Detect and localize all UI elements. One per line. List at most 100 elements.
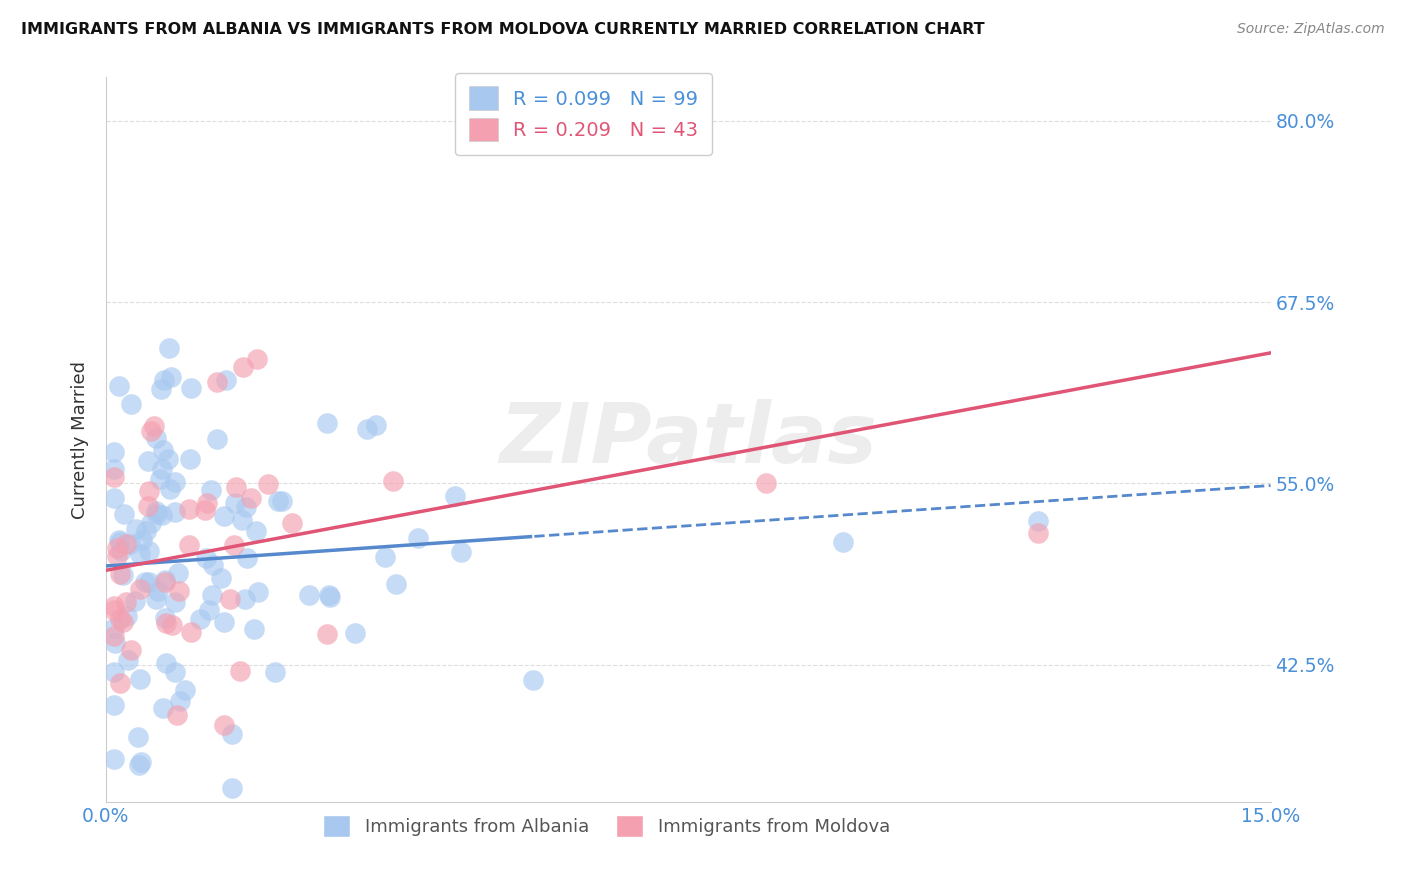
Point [180,381,202,395]
Point [111,615,134,630]
Point [152,442,174,457]
Point [135,524,157,539]
Point [266,494,288,508]
Point [174,683,197,698]
Point [138,575,160,590]
Point [1026,514,1049,528]
Point [163,475,186,489]
Point [146,507,169,521]
Point [103,491,125,506]
Point [111,568,134,582]
Point [138,454,160,468]
Point [315,416,337,430]
Point [103,444,125,458]
Point [145,591,167,606]
Point [138,484,160,499]
Point [129,673,152,687]
Point [257,477,280,491]
Point [117,653,139,667]
Point [149,472,172,486]
Point [246,585,269,599]
Point [444,489,467,503]
Point [167,566,190,580]
Point [117,609,139,624]
Point [162,618,184,632]
Point [103,621,125,635]
Point [169,694,191,708]
Point [103,599,125,613]
Point [198,603,221,617]
Point [110,567,132,582]
Point [110,544,132,558]
Point [232,359,254,374]
Point [108,533,131,547]
Point [153,573,176,587]
Point [136,500,159,514]
Point [221,727,243,741]
Point [522,673,544,688]
Point [129,582,152,597]
Point [218,592,240,607]
Point [105,541,128,555]
Point [108,535,131,549]
Point [104,636,127,650]
Point [228,664,250,678]
Point [155,616,177,631]
Point [356,422,378,436]
Point [318,589,340,603]
Point [179,451,201,466]
Point [225,480,247,494]
Point [1026,526,1049,541]
Point [201,588,224,602]
Point [103,665,125,679]
Point [209,571,232,585]
Point [224,496,246,510]
Point [222,538,245,552]
Point [153,372,176,386]
Point [150,382,173,396]
Point [139,516,162,531]
Text: ZIPatlas: ZIPatlas [499,400,877,481]
Point [212,509,235,524]
Point [205,433,228,447]
Point [103,698,125,712]
Point [200,483,222,497]
Point [195,496,218,510]
Point [163,665,186,679]
Point [105,549,128,563]
Point [155,656,177,670]
Point [194,551,217,566]
Point [145,503,167,517]
Y-axis label: Currently Married: Currently Married [72,361,89,519]
Point [108,378,131,392]
Legend: Immigrants from Albania, Immigrants from Moldova: Immigrants from Albania, Immigrants from… [316,807,897,844]
Point [179,538,201,552]
Point [450,545,472,559]
Point [193,503,215,517]
Point [366,417,388,432]
Point [114,507,136,521]
Point [103,470,125,484]
Point [124,594,146,608]
Point [298,588,321,602]
Point [188,612,211,626]
Point [125,522,148,536]
Point [281,516,304,530]
Text: IMMIGRANTS FROM ALBANIA VS IMMIGRANTS FROM MOLDOVA CURRENTLY MARRIED CORRELATION: IMMIGRANTS FROM ALBANIA VS IMMIGRANTS FR… [21,22,984,37]
Point [246,352,269,367]
Point [221,780,243,795]
Point [114,595,136,609]
Point [103,629,125,643]
Point [134,575,156,590]
Point [231,513,253,527]
Text: Source: ZipAtlas.com: Source: ZipAtlas.com [1237,22,1385,37]
Point [150,462,173,476]
Point [381,474,404,488]
Point [157,341,180,355]
Point [108,612,131,626]
Point [264,665,287,680]
Point [243,623,266,637]
Point [159,483,181,497]
Point [103,752,125,766]
Point [385,576,408,591]
